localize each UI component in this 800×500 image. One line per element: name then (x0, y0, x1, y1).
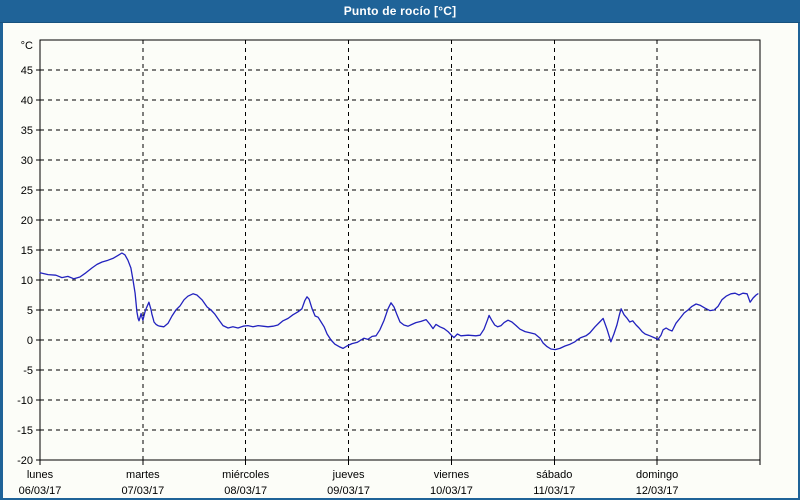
y-tick-label: 15 (21, 245, 33, 257)
y-tick-label: -15 (17, 425, 33, 437)
x-date-label: 07/03/17 (121, 485, 164, 497)
x-grid-and-labels: lunes 06/03/17 martes 07/03/17 miércoles 08/0… (19, 40, 761, 497)
x-date-label: 06/03/17 (19, 485, 62, 497)
x-date-label: 10/03/17 (430, 485, 473, 497)
y-tick-label: 20 (21, 215, 33, 227)
x-day-name-label: miércoles (222, 469, 270, 481)
x-day-name-label: domingo (636, 469, 678, 481)
x-day-name-label: martes (126, 469, 160, 481)
chart-title: Punto de rocío [°C] (343, 4, 457, 18)
y-tick-label: 5 (27, 305, 33, 317)
y-tick-label: 30 (21, 155, 33, 167)
y-tick-label: 10 (21, 275, 33, 287)
dew-point-series-line (39, 252, 759, 351)
y-grid-and-labels: 45 40 35 30 25 20 15 10 5 0 -5 -10 -15 -20 °C (17, 40, 760, 467)
x-date-label: 09/03/17 (327, 485, 370, 497)
y-tick-label: -20 (17, 455, 33, 467)
title-bar: Punto de rocío [°C] (0, 0, 800, 23)
plot-frame (39, 39, 761, 461)
y-tick-label: 35 (21, 125, 33, 137)
x-date-label: 11/03/17 (533, 485, 575, 497)
y-tick-label: 40 (21, 95, 33, 107)
chart-plot-background (3, 22, 798, 498)
y-tick-label: -10 (17, 395, 33, 407)
y-tick-label: 45 (21, 65, 33, 77)
x-day-name-label: sábado (536, 469, 572, 481)
x-date-label: 08/03/17 (224, 485, 267, 497)
y-axis-unit-label: °C (21, 40, 33, 52)
x-day-name-label: jueves (332, 469, 365, 481)
y-tick-label: 0 (27, 335, 33, 347)
y-tick-label: -5 (23, 365, 33, 377)
x-day-name-label: lunes (27, 469, 54, 481)
x-date-label: 12/03/17 (636, 485, 679, 497)
x-day-name-label: viernes (434, 469, 470, 481)
y-tick-label: 25 (21, 185, 33, 197)
